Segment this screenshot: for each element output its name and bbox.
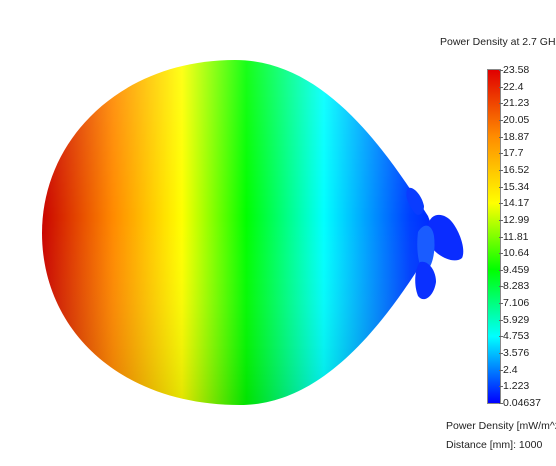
color-scale-tick-mark bbox=[499, 219, 503, 221]
color-scale-tick-label: 3.576 bbox=[503, 347, 530, 360]
color-scale-tick-mark bbox=[499, 386, 503, 388]
color-scale-tick-label: 2.4 bbox=[503, 363, 518, 376]
color-scale-tick-mark bbox=[499, 369, 503, 371]
back-lobe-upper bbox=[428, 214, 464, 261]
color-scale-tick-mark bbox=[499, 253, 503, 255]
color-scale-tick-label: 23.58 bbox=[503, 64, 530, 76]
color-scale-tick-mark bbox=[499, 203, 503, 205]
legend-title: Power Density at 2.7 GHz bbox=[440, 36, 556, 48]
color-scale-tick-label: 20.05 bbox=[503, 113, 530, 126]
color-scale-tick-label: 10.64 bbox=[503, 247, 530, 260]
color-scale-tick-mark bbox=[499, 186, 503, 188]
distance-label: Distance [mm]: 1000 bbox=[446, 439, 543, 451]
color-scale-tick-mark bbox=[499, 119, 503, 121]
color-scale-tick-mark bbox=[499, 269, 503, 271]
color-scale-tick-label: 14.17 bbox=[503, 197, 530, 210]
color-scale-tick-label: 12.99 bbox=[503, 213, 530, 226]
units-label: Power Density [mW/m^2] bbox=[446, 420, 556, 432]
color-scale-tick-mark bbox=[499, 403, 503, 404]
color-scale-tick-label: 21.23 bbox=[503, 97, 530, 110]
color-scale-tick-mark bbox=[499, 236, 503, 238]
color-scale-tick-mark bbox=[499, 86, 503, 88]
color-scale-tick-mark bbox=[499, 153, 503, 155]
color-scale-tick-mark bbox=[499, 286, 503, 288]
color-scale-tick-label: 9.459 bbox=[503, 263, 530, 276]
color-scale-tick-mark bbox=[499, 303, 503, 305]
color-scale-tick-label: 4.753 bbox=[503, 330, 530, 343]
color-scale-tick-label: 15.34 bbox=[503, 180, 530, 193]
color-scale-tick-mark bbox=[499, 336, 503, 338]
color-scale-tick-mark bbox=[499, 319, 503, 321]
color-scale-tick-label: 8.283 bbox=[503, 280, 530, 293]
color-scale-tick-label: 1.223 bbox=[503, 380, 530, 393]
back-lobe-lower bbox=[415, 261, 436, 300]
color-scale-tick-mark bbox=[499, 169, 503, 171]
color-scale-tick-label: 11.81 bbox=[503, 230, 529, 243]
color-scale-tick-label: 5.929 bbox=[503, 313, 530, 326]
color-scale-tick-label: 17.7 bbox=[503, 147, 524, 160]
back-lobe-top bbox=[406, 187, 424, 215]
back-lobe-side bbox=[417, 225, 435, 272]
color-scale-tick-label: 16.52 bbox=[503, 163, 530, 176]
color-scale-tick-mark bbox=[499, 136, 503, 138]
color-scale-tick-mark bbox=[499, 70, 503, 71]
color-scale-tick-label: 0.04637 bbox=[503, 397, 541, 409]
color-scale-tick-label: 18.87 bbox=[503, 130, 530, 143]
color-scale-tick-label: 7.106 bbox=[503, 297, 530, 310]
main-lobe-shading bbox=[42, 60, 432, 405]
color-scale-tick-label: 22.4 bbox=[503, 80, 524, 93]
color-scale-tick-mark bbox=[499, 103, 503, 105]
color-scale-tick-mark bbox=[499, 353, 503, 355]
